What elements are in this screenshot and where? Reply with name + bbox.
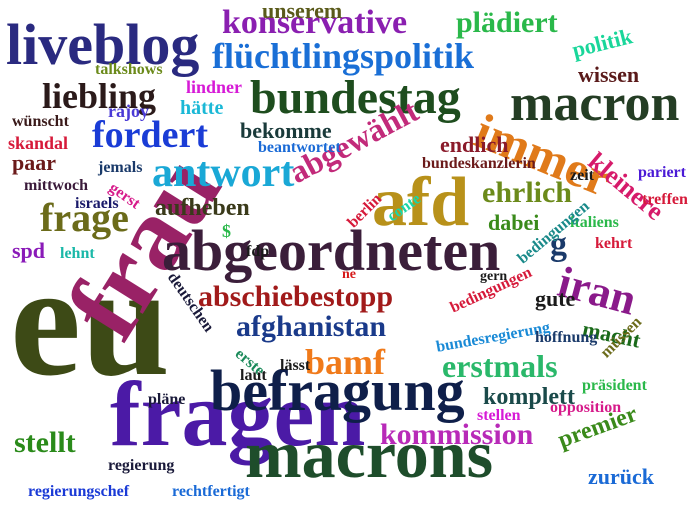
word-plaediert: plädiert: [456, 6, 558, 39]
word-eu: eu: [10, 231, 170, 409]
word-stellt: stellt: [14, 426, 76, 459]
word-fluechtlingspolitik: flüchtlingspolitik: [212, 36, 475, 76]
word-macron: macron: [510, 75, 680, 132]
word-abschiebestopp: abschiebestopp: [198, 280, 394, 313]
word-laut: laut: [240, 367, 267, 384]
word-beantwortet: beantwortet: [258, 139, 341, 156]
word-paar: paar: [12, 150, 56, 175]
word-komplett: komplett: [483, 384, 575, 410]
word-zurueck: zurück: [588, 464, 654, 489]
word-ne: ne: [342, 267, 356, 282]
word-italiens: italiens: [570, 214, 619, 231]
word-rechtfertigt: rechtfertigt: [172, 483, 250, 500]
word-dollar: $: [222, 221, 231, 241]
word-bundeskanzlerin: bundeskanzlerin: [422, 155, 536, 172]
word-bamf: bamf: [305, 342, 385, 382]
word-bundestag: bundestag: [250, 71, 461, 124]
word-antwort: antwort: [152, 150, 295, 196]
word-haette: hätte: [180, 97, 224, 119]
word-liveblog: liveblog: [6, 12, 200, 77]
word-lehnt: lehnt: [60, 245, 95, 262]
word-pariert: pariert: [638, 164, 686, 181]
word-laesst: lässt: [280, 357, 311, 374]
word-stellen: stellen: [477, 407, 521, 424]
word-politik: politik: [569, 23, 635, 63]
word-kehrt: kehrt: [595, 235, 633, 252]
word-afghanistan: afghanistan: [236, 310, 387, 343]
word-aufheben: aufheben: [155, 195, 250, 221]
word-unserem: unserem: [262, 0, 343, 23]
word-treffen: treffen: [642, 191, 688, 208]
word-plaene: pläne: [148, 391, 186, 408]
word-konservative: konservative: [222, 4, 408, 41]
word-zeit: zeit: [570, 167, 594, 184]
word-wissen: wissen: [578, 62, 640, 87]
word-rajoy: rajoy: [108, 101, 149, 121]
word-ehrlich: ehrlich: [482, 176, 572, 209]
word-talkshows: talkshows: [95, 61, 163, 78]
word-regierung: regierung: [108, 457, 175, 474]
word-g: g: [550, 226, 567, 263]
word-afd: afd: [372, 164, 470, 241]
word-israels: israels: [75, 195, 119, 212]
word-bekomme: bekomme: [240, 118, 332, 143]
word-fragen: fragen: [110, 363, 366, 465]
word-gute: gute: [535, 286, 576, 311]
word-frage: frage: [40, 195, 129, 240]
word-jemals: jemals: [98, 159, 143, 176]
word-fordert: fordert: [92, 114, 209, 156]
word-macrons: macrons: [245, 416, 494, 492]
word-kommission: kommission: [380, 418, 534, 451]
word-gern: gern: [480, 269, 508, 284]
word-opposition: opposition: [550, 399, 622, 416]
word-lindner: lindner: [186, 77, 243, 97]
word-befragung: befragung: [210, 358, 465, 423]
word-hoffnung: hoffnung: [535, 329, 598, 346]
word-praesident: präsident: [582, 377, 647, 394]
word-erstmals: erstmals: [442, 348, 558, 384]
word-abgeordneten: abgeordneten: [162, 218, 501, 283]
word-fdp: fdp: [246, 243, 270, 260]
word-liebling: liebling: [42, 76, 157, 116]
word-wuenscht: wünscht: [12, 113, 69, 130]
word-mittwoch: mittwoch: [24, 177, 88, 194]
word-spd: spd: [12, 238, 46, 263]
word-regierungschef: regierungschef: [28, 483, 130, 500]
word-dabei: dabei: [488, 210, 540, 235]
word-endlich: endlich: [440, 132, 509, 157]
word-skandal: skandal: [8, 133, 69, 153]
